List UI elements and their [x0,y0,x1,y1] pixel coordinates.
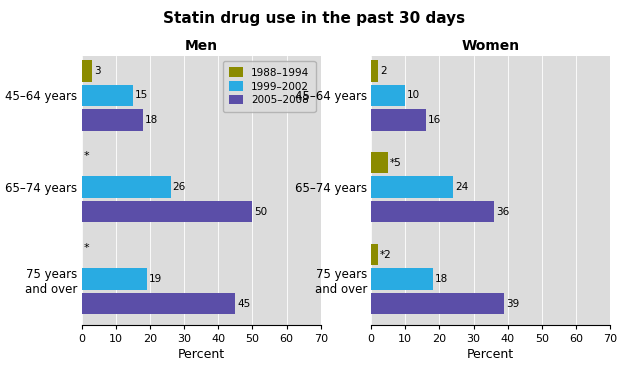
Text: Statin drug use in the past 30 days: Statin drug use in the past 30 days [164,11,465,26]
Title: Women: Women [462,40,520,53]
Text: 2: 2 [380,66,387,76]
Legend: 1988–1994, 1999–2002, 2005–2008: 1988–1994, 1999–2002, 2005–2008 [223,61,316,112]
Text: 18: 18 [145,115,159,125]
Text: *: * [84,243,89,253]
Text: 50: 50 [255,207,268,217]
Text: 3: 3 [94,66,101,76]
Text: 16: 16 [428,115,441,125]
Text: 26: 26 [172,182,186,192]
Bar [371,85,405,106]
Text: 18: 18 [435,274,448,284]
Bar [82,85,133,106]
Bar [371,152,388,173]
Text: 36: 36 [496,207,509,217]
Text: 39: 39 [506,298,520,308]
Text: *: * [84,151,89,161]
Bar [82,109,143,131]
Bar [82,60,92,82]
Text: 10: 10 [408,90,420,100]
Bar [82,176,170,198]
Bar [371,201,494,222]
Bar [82,293,235,314]
Bar [371,176,453,198]
Text: *5: *5 [390,158,402,168]
Title: Men: Men [185,40,218,53]
Text: 45: 45 [238,298,251,308]
Bar [371,268,433,290]
X-axis label: Percent: Percent [178,348,225,361]
X-axis label: Percent: Percent [467,348,514,361]
Text: 15: 15 [135,90,148,100]
Bar [82,201,252,222]
Text: *2: *2 [380,250,392,260]
Text: 24: 24 [455,182,469,192]
Text: 19: 19 [148,274,162,284]
Bar [371,244,378,265]
Bar [371,293,504,314]
Bar [82,268,147,290]
Bar [371,60,378,82]
Bar [371,109,426,131]
